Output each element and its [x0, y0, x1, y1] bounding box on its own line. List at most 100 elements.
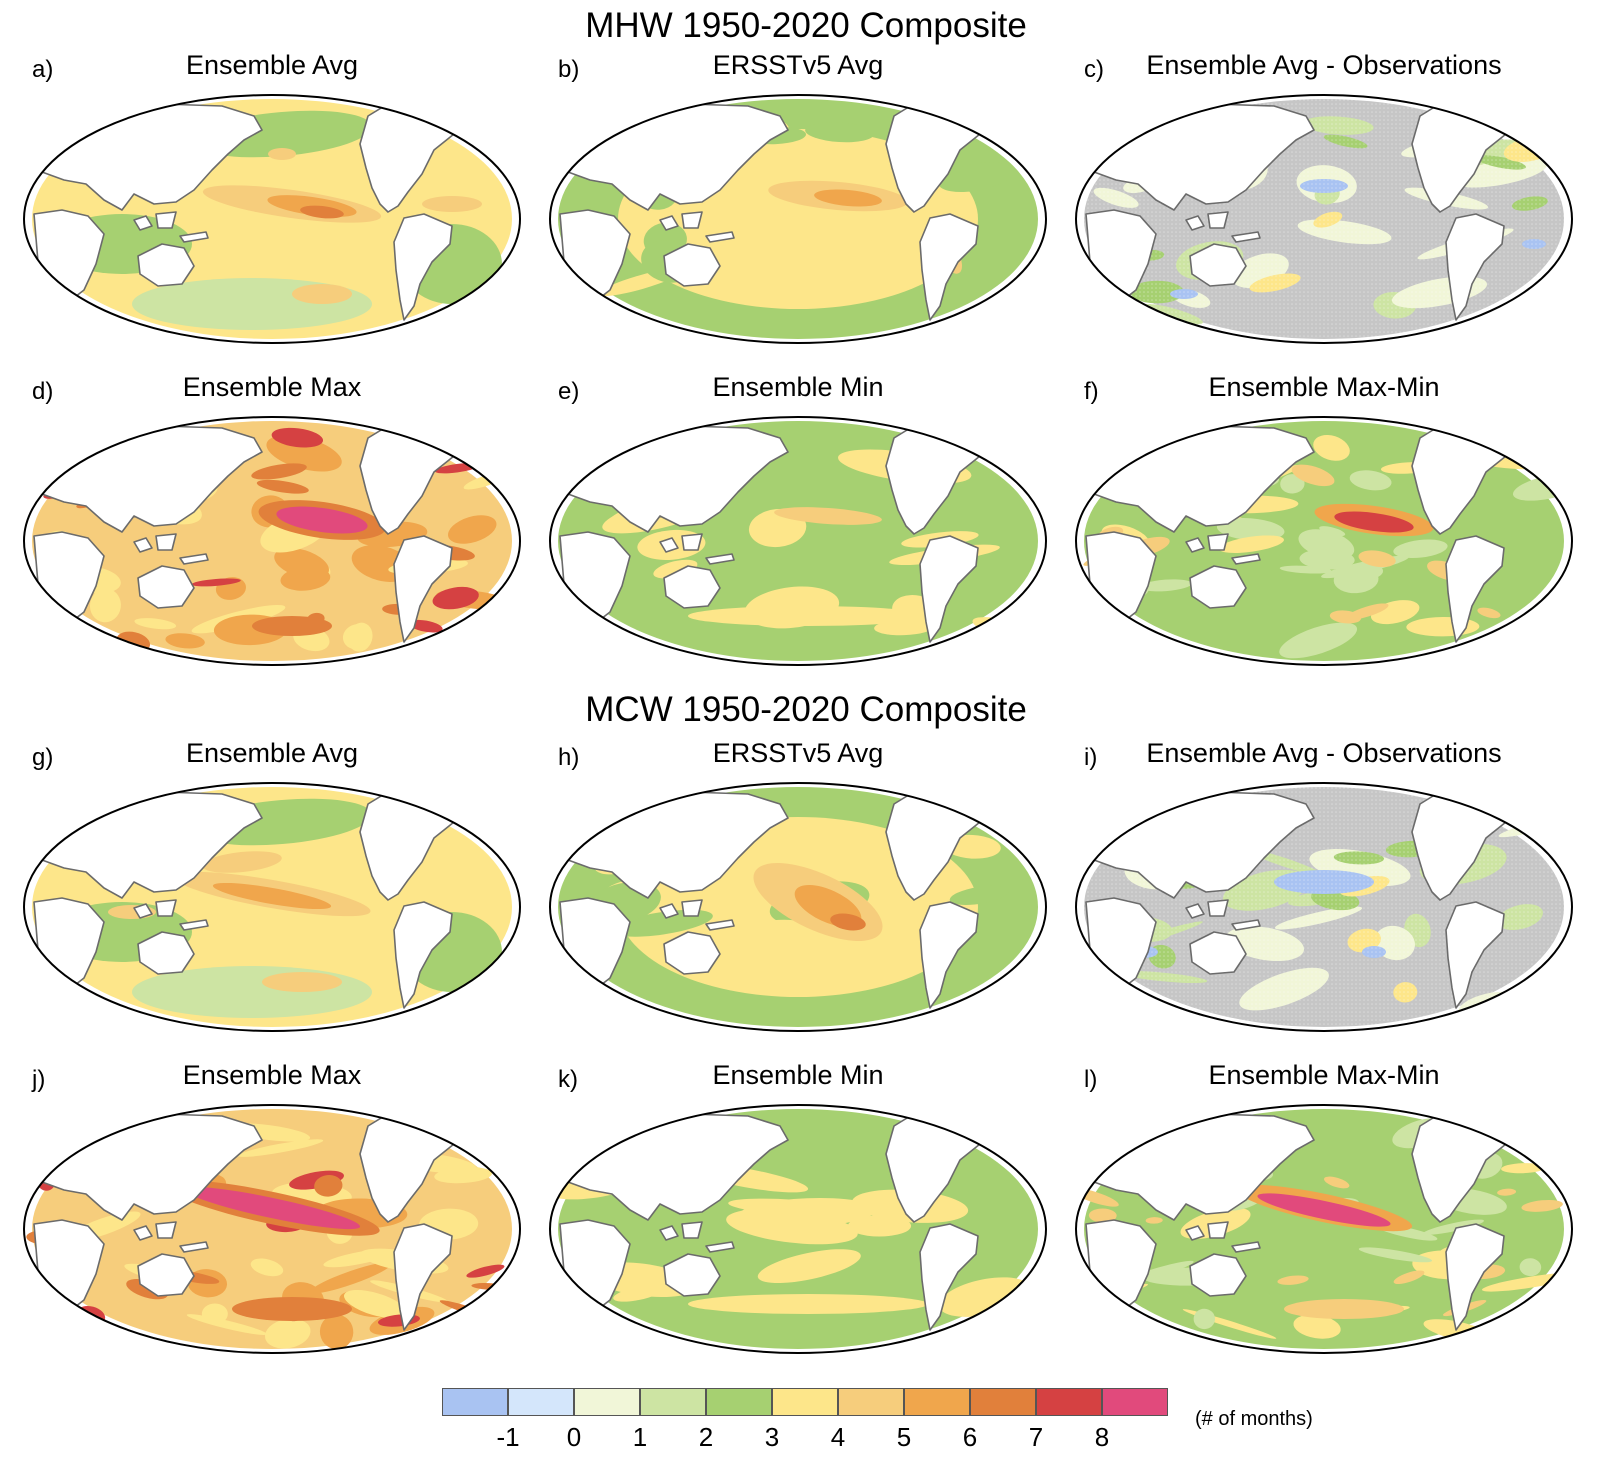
landmass — [1521, 1125, 1559, 1155]
map-panel: j) Ensemble Max — [12, 1060, 532, 1372]
landmass — [659, 903, 679, 919]
ocean-region — [1291, 464, 1335, 487]
panel-map — [20, 1102, 540, 1362]
ocean-region — [35, 1143, 61, 1163]
map-panel: f) Ensemble Max-Min — [1064, 372, 1584, 684]
ocean-region — [1423, 1219, 1484, 1235]
landmass — [995, 803, 1033, 833]
panel-letter: c) — [1084, 56, 1104, 83]
ocean-region — [300, 205, 344, 219]
landmass — [137, 931, 195, 975]
map-panel: a) Ensemble Avg — [12, 50, 532, 362]
colorbar-tick-label: 5 — [896, 1422, 912, 1452]
landmass — [155, 1221, 177, 1239]
ocean-region — [24, 427, 92, 448]
panel-letter: f) — [1084, 378, 1099, 405]
landmass — [155, 211, 177, 229]
map-panel: i) Ensemble Avg - Observations — [1064, 738, 1584, 1050]
colorbar-tick-label: 3 — [764, 1422, 780, 1452]
panel-title: Ensemble Avg — [185, 50, 359, 80]
landmass — [1521, 437, 1559, 467]
ocean-region — [1293, 1314, 1341, 1339]
panel-map — [1072, 92, 1592, 352]
ocean-region — [343, 1290, 407, 1319]
map-border — [549, 782, 1047, 1032]
ocean-region — [757, 1249, 861, 1284]
ocean-region — [805, 122, 874, 143]
ocean-region — [1145, 1217, 1163, 1224]
colorbar-unit-label: (# of months) — [1195, 1408, 1313, 1430]
colorbar-tick-label: 8 — [1094, 1422, 1110, 1452]
ocean-region — [452, 1122, 520, 1143]
landmass — [137, 243, 195, 287]
panel-letter: j) — [32, 1066, 46, 1093]
world-map — [549, 782, 1047, 1032]
landmass — [705, 919, 735, 931]
map-panel: c) Ensemble Avg - Observations — [1064, 50, 1584, 362]
ocean-region — [1218, 535, 1284, 553]
ocean-region — [264, 1318, 311, 1349]
ocean-region — [1393, 539, 1448, 559]
landmass — [133, 215, 153, 231]
ocean-region — [1484, 1107, 1504, 1121]
panel-title: Ensemble Max — [182, 372, 362, 402]
landmass — [659, 1225, 679, 1241]
map-border — [23, 416, 521, 666]
ocean-region — [1110, 1307, 1142, 1318]
landmass — [1231, 1241, 1261, 1253]
landmass — [133, 537, 153, 553]
ocean-region — [252, 616, 332, 636]
colorbar-swatch — [508, 1388, 574, 1416]
landmass — [1231, 919, 1261, 931]
ocean-region — [422, 196, 482, 212]
ocean-region — [432, 586, 479, 610]
panel-title: ERSSTv5 Avg — [712, 738, 884, 768]
colorbar-swatch — [442, 1388, 508, 1416]
panel-letter: l) — [1084, 1066, 1098, 1093]
ocean-region — [774, 507, 882, 525]
landmass — [469, 1125, 507, 1155]
ocean-region — [1519, 1258, 1542, 1277]
landmass — [995, 115, 1033, 145]
panel-map — [1072, 1102, 1592, 1362]
landmass — [663, 1253, 721, 1297]
landmass — [469, 437, 507, 467]
panel-letter: h) — [558, 744, 580, 771]
panel-letter: d) — [32, 378, 54, 405]
panel-map — [546, 414, 1066, 674]
colorbar-swatch — [904, 1388, 970, 1416]
map-panel: l) Ensemble Max-Min — [1064, 1060, 1584, 1372]
ocean-region — [268, 148, 296, 160]
landmass — [995, 1125, 1033, 1155]
ocean-region — [418, 1108, 446, 1124]
landmass — [1185, 903, 1205, 919]
ocean-region — [1313, 435, 1350, 461]
landmass — [681, 1221, 703, 1239]
panel-title: Ensemble Avg — [185, 738, 359, 768]
ocean-region — [319, 1314, 354, 1350]
landmass — [1207, 211, 1229, 229]
landmass — [1231, 553, 1261, 565]
landmass — [919, 1223, 979, 1331]
ocean-region — [191, 578, 241, 587]
landmass — [469, 803, 507, 833]
ocean-region — [310, 1262, 392, 1294]
ocean-region — [1280, 474, 1305, 494]
landmass — [1445, 535, 1505, 643]
landmass — [705, 1241, 735, 1253]
world-map — [1075, 94, 1573, 344]
colorbar-tick-label: 6 — [962, 1422, 978, 1452]
map-border — [1075, 94, 1573, 344]
ocean-region — [1349, 470, 1392, 491]
ocean-region — [1501, 1163, 1545, 1174]
landmass — [919, 213, 979, 321]
colorbar-tick-label: 4 — [830, 1422, 846, 1452]
landmass — [137, 1253, 195, 1297]
ocean-region — [1358, 1247, 1433, 1263]
landmass — [393, 535, 453, 643]
landmass — [1185, 537, 1205, 553]
panel-title: ERSSTv5 Avg — [712, 50, 884, 80]
ocean-region — [938, 162, 1014, 192]
ocean-region — [408, 619, 443, 633]
ocean-region — [814, 189, 882, 207]
